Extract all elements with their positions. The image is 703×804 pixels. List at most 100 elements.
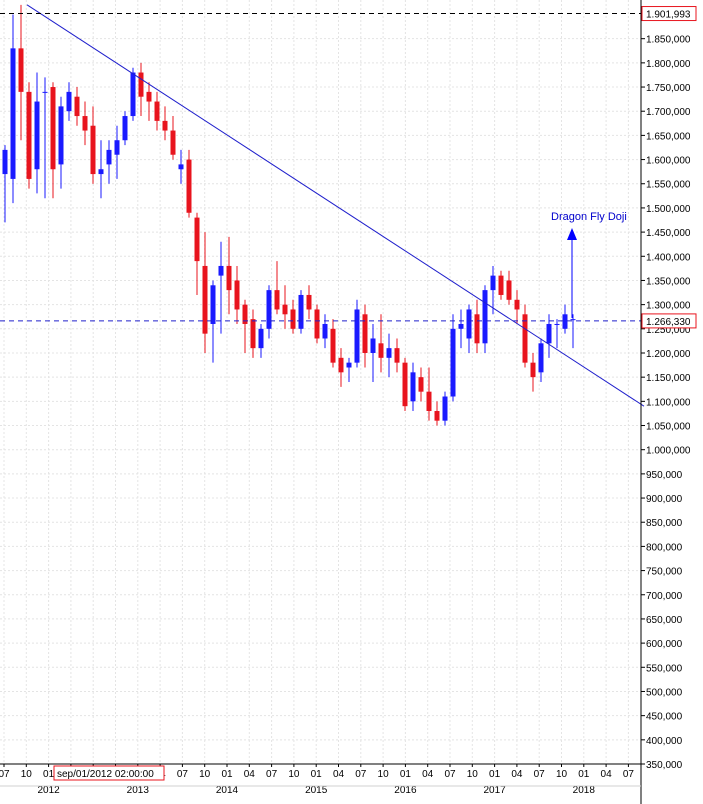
month-tick-label: 04 (601, 769, 613, 780)
price-tick-label: 500,000 (646, 687, 683, 698)
candle-body (378, 343, 384, 358)
price-tick-label: 1.050,000 (646, 422, 691, 433)
price-tick-label: 1.200,000 (646, 349, 691, 360)
candle-body (314, 309, 320, 339)
candle-body (482, 290, 488, 344)
month-tick-label: 07 (0, 769, 10, 780)
candle-body (122, 116, 128, 141)
candle-body (218, 265, 224, 276)
candle-body (418, 377, 424, 392)
trend-lines (0, 4, 645, 407)
candle-body (274, 290, 280, 310)
candle-body (282, 304, 288, 315)
month-tick-label: 07 (534, 769, 546, 780)
price-tick-label: 1.750,000 (646, 83, 691, 94)
month-tick-label: 01 (43, 769, 55, 780)
candle-body (194, 217, 200, 262)
month-tick-label: 04 (244, 769, 256, 780)
candle-body (466, 309, 472, 339)
price-box-label: 1.266,330 (646, 317, 691, 328)
price-tick-label: 1.250,000 (646, 325, 691, 336)
candle-body (322, 323, 328, 339)
candle-body (426, 391, 432, 412)
candle-body (514, 299, 520, 310)
candle-body (26, 91, 32, 179)
price-tick-label: 1.150,000 (646, 373, 691, 384)
candle-body (354, 309, 360, 363)
candle-body (74, 96, 80, 117)
candle-body (546, 323, 552, 344)
cursor-date-label: sep/01/2012 02:00:00 (57, 769, 154, 780)
month-tick-label: 01 (400, 769, 412, 780)
price-tick-label: 400,000 (646, 736, 683, 747)
candle-body (106, 149, 112, 165)
candle-body (346, 362, 352, 368)
candle-body (226, 265, 232, 291)
month-tick-label: 10 (21, 769, 33, 780)
price-tick-label: 800,000 (646, 542, 683, 553)
price-tick-label: 1.450,000 (646, 228, 691, 239)
month-tick-label: 07 (177, 769, 189, 780)
candle-body (538, 343, 544, 373)
price-tick-label: 950,000 (646, 470, 683, 481)
month-tick-label: 07 (444, 769, 456, 780)
month-tick-label: 07 (623, 769, 635, 780)
candle-body (490, 275, 496, 291)
month-tick-label: 10 (288, 769, 300, 780)
price-box-label: 1.901,993 (646, 10, 691, 21)
candle-body (178, 164, 184, 170)
candle-body (258, 328, 264, 349)
price-tick-label: 350,000 (646, 760, 683, 771)
candle-body (458, 323, 464, 329)
year-label: 2015 (305, 785, 328, 796)
grid (0, 0, 640, 765)
candle-body (162, 120, 168, 131)
candle-body (186, 159, 192, 213)
year-label: 2013 (127, 785, 150, 796)
candle-body (2, 149, 8, 175)
candle-body (266, 290, 272, 329)
month-tick-label: 10 (467, 769, 479, 780)
price-tick-label: 550,000 (646, 663, 683, 674)
price-box (641, 313, 697, 329)
month-tick-label: 04 (333, 769, 345, 780)
candle-body (370, 338, 376, 353)
year-label: 2018 (573, 785, 596, 796)
month-tick-label: 07 (266, 769, 278, 780)
price-tick-label: 1.800,000 (646, 59, 691, 70)
price-tick-label: 650,000 (646, 615, 683, 626)
candle-body (130, 72, 136, 117)
candle-body (10, 48, 16, 179)
candle-body (66, 91, 72, 112)
descending-trend-line (26, 4, 645, 407)
month-tick-label: 01 (489, 769, 501, 780)
candle-body (498, 275, 504, 295)
year-label: 2012 (37, 785, 60, 796)
price-tick-label: 1.650,000 (646, 131, 691, 142)
year-label: 2014 (216, 785, 239, 796)
year-label: 2017 (483, 785, 506, 796)
month-tick-label: 10 (556, 769, 568, 780)
candle-body (34, 101, 40, 170)
candle-body (330, 328, 336, 363)
month-tick-label: 04 (511, 769, 523, 780)
candle-body (18, 48, 24, 92)
candle-body (202, 265, 208, 334)
candle-body (146, 91, 152, 102)
candle-body (410, 372, 416, 402)
month-tick-label: 01 (578, 769, 590, 780)
annotation-arrow-head (567, 228, 577, 240)
month-tick-label: 01 (221, 769, 233, 780)
cursor-date-box (53, 765, 165, 781)
price-box (641, 6, 697, 22)
candle-body (450, 328, 456, 397)
candle-body (434, 411, 440, 421)
price-tick-label: 450,000 (646, 712, 683, 723)
candle-body (506, 280, 512, 300)
candle-body (82, 116, 88, 131)
candle-body (394, 348, 400, 363)
candle-body (562, 314, 568, 329)
candle-body (402, 362, 408, 407)
candle-body (58, 106, 64, 165)
